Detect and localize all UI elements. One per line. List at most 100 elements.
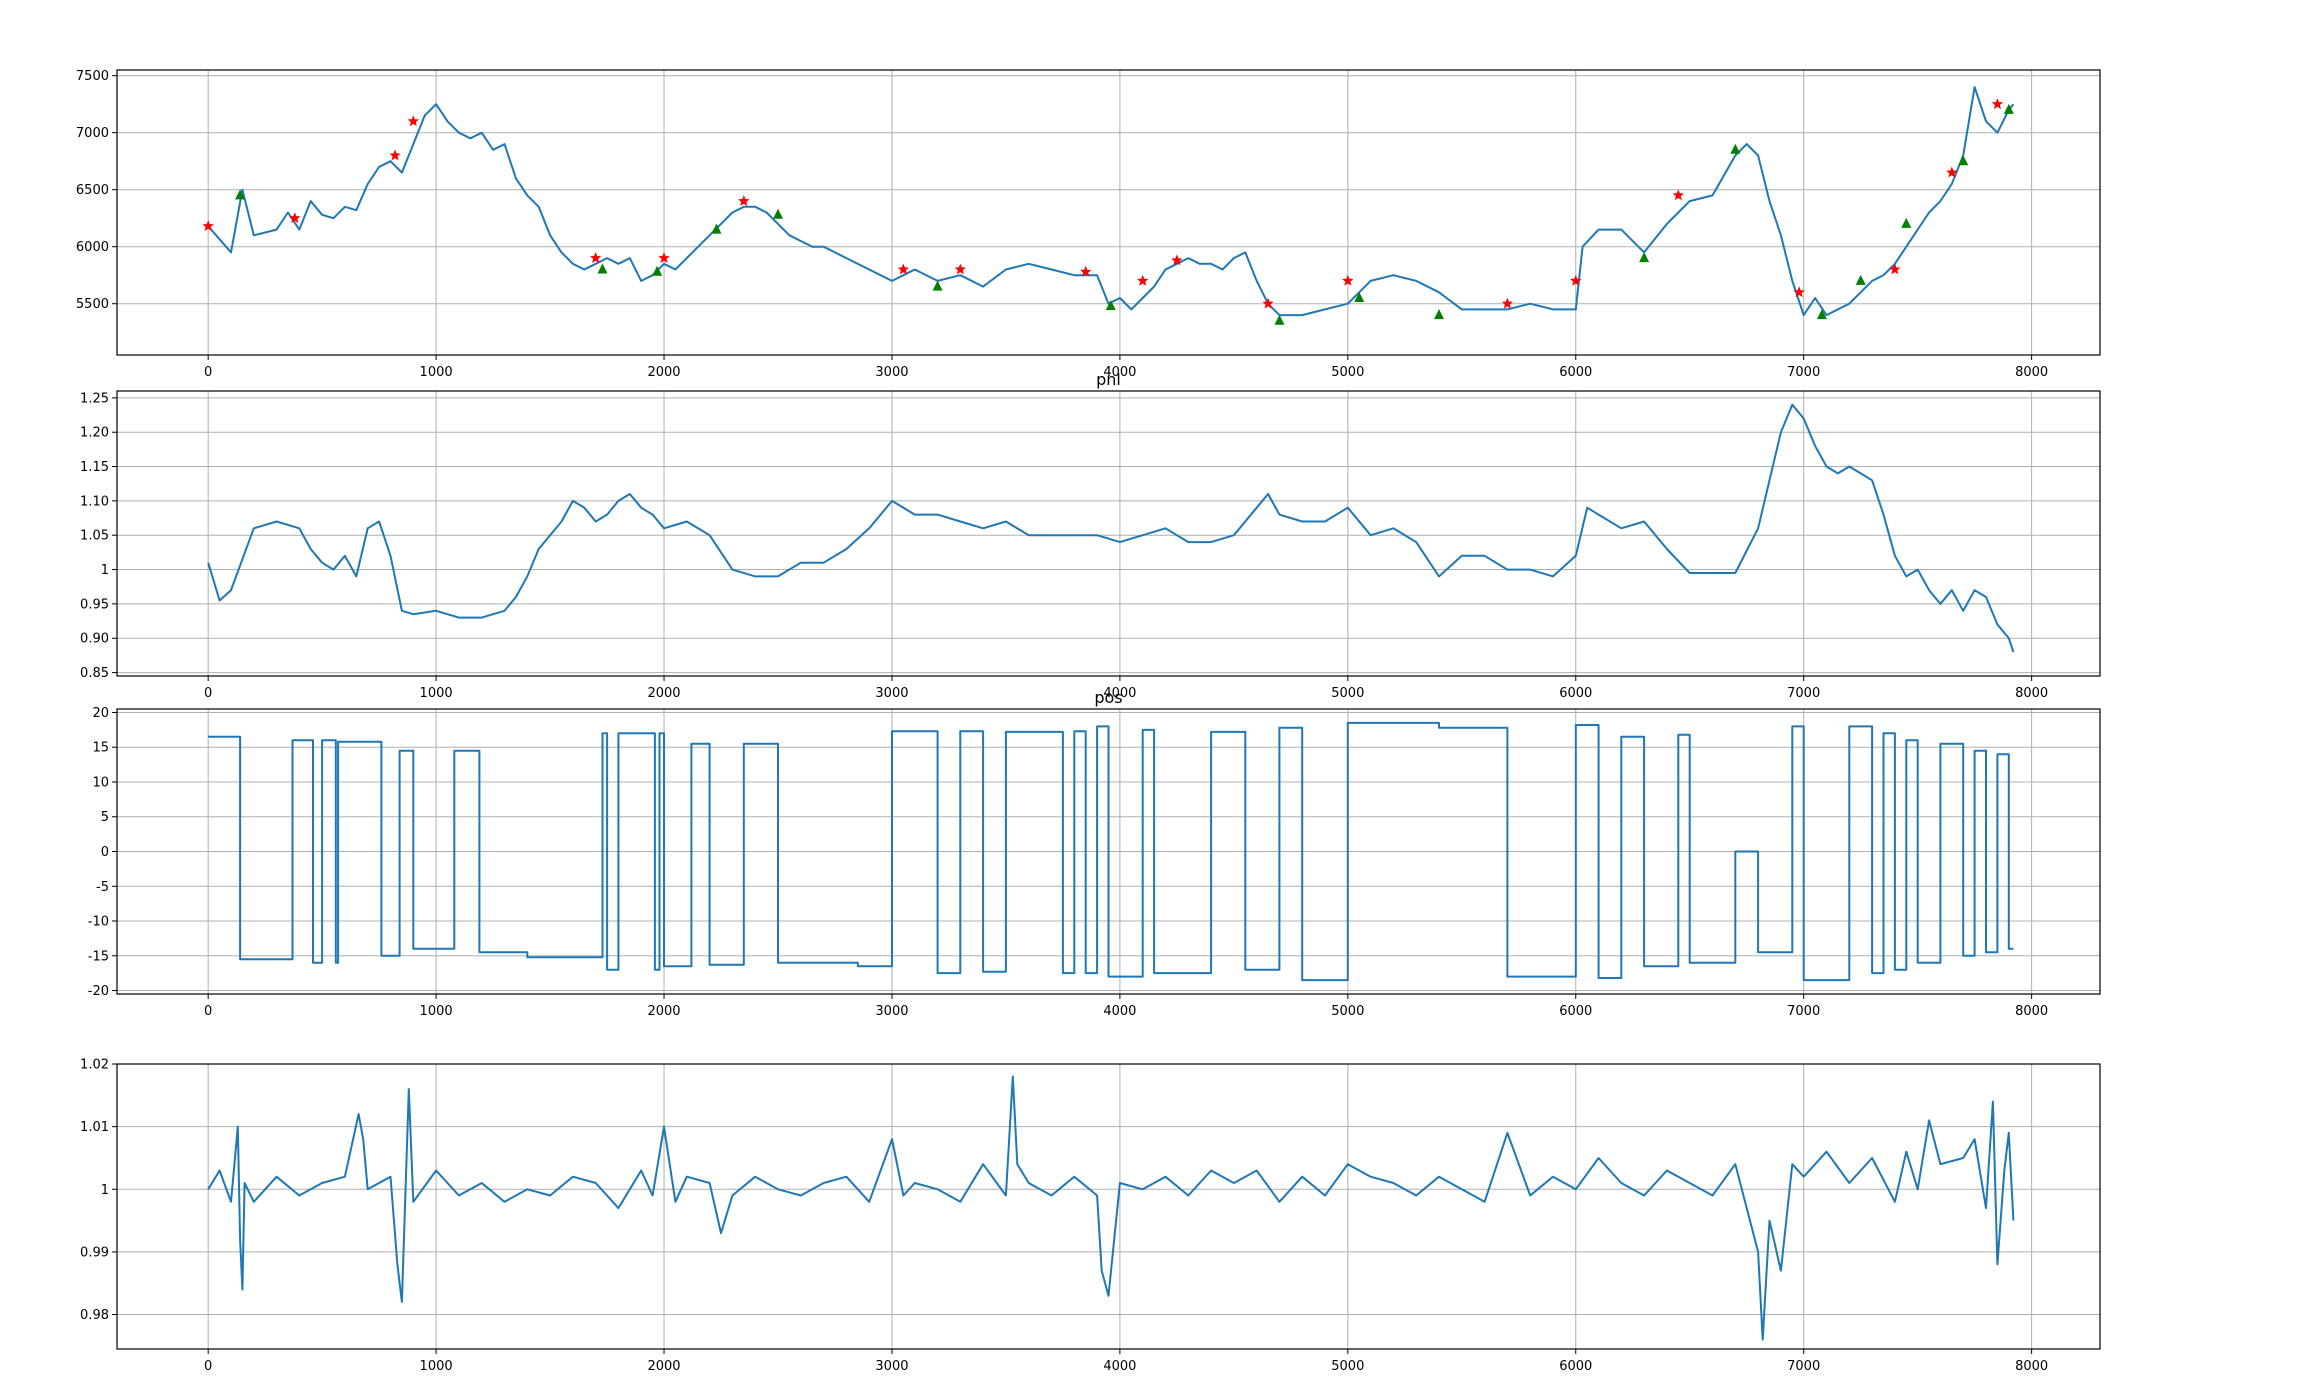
series-line <box>207 403 2015 653</box>
x-tick-label: 8000 <box>2015 686 2048 701</box>
x-tick-label: 6000 <box>1559 1359 1592 1374</box>
long-entry-marker <box>1274 314 1285 325</box>
panel-price: 0 1000 2000 3000 4000 5000 6000 7000 8000 5500 600… <box>76 69 2101 380</box>
y-tick-label: 5500 <box>76 297 109 312</box>
long-entry-marker <box>2003 103 2014 114</box>
short-entry-marker <box>1946 166 1958 178</box>
short-entry-marker <box>897 263 910 275</box>
y-tick-label: 1.01 <box>80 1120 109 1135</box>
short-entry-marker <box>202 220 214 231</box>
long-entry-marker <box>1901 217 1912 228</box>
x-tick-label: 6000 <box>1559 1004 1592 1019</box>
x-tick-label: 2000 <box>647 365 680 380</box>
y-tick-label: 1 <box>101 563 109 578</box>
short-entry-marker <box>289 212 301 224</box>
x-tick-label: 5000 <box>1331 686 1364 701</box>
y-tick-label: 1.25 <box>80 391 109 406</box>
y-tick-label: -10 <box>88 915 109 930</box>
y-tick-label: 1 <box>101 1183 109 1198</box>
y-tick-label: 6000 <box>76 240 109 255</box>
long-entry-marker <box>1730 143 1741 154</box>
y-tick-label: 6500 <box>76 183 109 198</box>
x-tick-label: 7000 <box>1787 1004 1820 1019</box>
y-tick-label: 7000 <box>76 126 109 141</box>
panel-pnl: 0 1000 2000 3000 4000 5000 6000 7000 8000 0.85 0.9… <box>80 370 2101 701</box>
short-entry-marker <box>1080 265 1092 277</box>
y-tick-label: -15 <box>88 949 109 964</box>
x-tick-label: 2000 <box>647 686 680 701</box>
series-line <box>207 1075 2015 1341</box>
y-tick-label: 1.10 <box>80 494 109 509</box>
panel-returns: 0 1000 2000 3000 4000 5000 6000 7000 8000 0.98 0.9… <box>80 1058 2101 1374</box>
short-entry-marker <box>738 195 750 206</box>
short-entry-marker <box>658 252 670 263</box>
x-tick-label: 1000 <box>420 365 453 380</box>
x-tick-label: 7000 <box>1787 1359 1820 1374</box>
long-entry-marker <box>235 189 246 200</box>
x-tick-label: 6000 <box>1559 365 1592 380</box>
x-tick-label: 8000 <box>2015 1359 2048 1374</box>
x-tick-label: 0 <box>204 1359 212 1374</box>
short-entry-marker <box>954 263 967 275</box>
x-tick-label: 1000 <box>420 1004 453 1019</box>
x-tick-label: 8000 <box>2015 1004 2048 1019</box>
short-entry-marker <box>1991 98 2004 110</box>
y-tick-label: 1.20 <box>80 426 109 441</box>
y-tick-label: 1.02 <box>80 1058 109 1073</box>
short-entry-marker <box>407 115 419 127</box>
y-tick-label: 5 <box>101 810 109 825</box>
short-entry-marker <box>1889 263 1901 275</box>
long-entry-marker <box>711 223 722 234</box>
x-tick-label: 5000 <box>1331 1004 1364 1019</box>
y-tick-label: 0 <box>101 845 109 860</box>
series-line <box>208 721 2014 982</box>
short-entry-marker <box>589 252 602 263</box>
y-tick-label: -5 <box>96 880 109 895</box>
long-entry-marker <box>652 265 663 276</box>
y-tick-label: 20 <box>92 706 109 721</box>
y-tick-label: 0.98 <box>80 1308 109 1323</box>
short-entry-marker <box>1137 274 1149 286</box>
panel-pos: 0 1000 2000 3000 4000 5000 6000 7000 8000-20-15-… <box>88 688 2101 1019</box>
short-entry-marker <box>1262 297 1274 309</box>
x-tick-label: 3000 <box>875 1004 908 1019</box>
long-entry-marker <box>1354 292 1365 302</box>
long-entry-marker <box>932 280 943 291</box>
x-tick-label: 7000 <box>1787 686 1820 701</box>
short-entry-marker <box>1501 297 1514 309</box>
x-tick-label: 4000 <box>1103 686 1136 701</box>
long-entry-marker <box>1855 274 1866 285</box>
y-tick-label: 0.95 <box>80 597 109 612</box>
y-tick-label: 7500 <box>76 69 109 84</box>
x-tick-label: 0 <box>204 686 212 701</box>
x-tick-label: 5000 <box>1331 1359 1364 1374</box>
y-tick-label: 1.15 <box>80 460 109 475</box>
x-tick-label: 3000 <box>875 686 908 701</box>
long-entry-marker <box>1816 309 1827 320</box>
long-entry-marker <box>1958 155 1969 166</box>
y-tick-label: 0.99 <box>80 1245 109 1260</box>
y-tick-label: 0.90 <box>80 632 109 647</box>
x-tick-label: 3000 <box>875 365 908 380</box>
y-tick-label: 15 <box>92 741 109 756</box>
x-tick-label: 8000 <box>2015 365 2048 380</box>
x-tick-label: 2000 <box>647 1359 680 1374</box>
x-tick-label: 4000 <box>1103 1004 1136 1019</box>
pos-title: pos <box>1094 688 1122 707</box>
long-entry-marker <box>1639 252 1650 263</box>
y-tick-label: 1.05 <box>80 529 109 544</box>
short-entry-marker <box>389 149 401 161</box>
short-entry-marker <box>1793 286 1805 298</box>
x-tick-label: 6000 <box>1559 686 1592 701</box>
x-tick-label: 2000 <box>647 1004 680 1019</box>
x-tick-label: 0 <box>204 1004 212 1019</box>
series-line <box>207 86 2015 317</box>
y-tick-label: -20 <box>88 984 109 999</box>
long-entry-marker <box>597 263 608 274</box>
short-entry-marker <box>1171 254 1183 266</box>
short-entry-marker <box>1342 274 1354 286</box>
long-entry-marker <box>1105 299 1116 310</box>
x-tick-label: 1000 <box>420 686 453 701</box>
short-entry-marker <box>1570 274 1582 286</box>
